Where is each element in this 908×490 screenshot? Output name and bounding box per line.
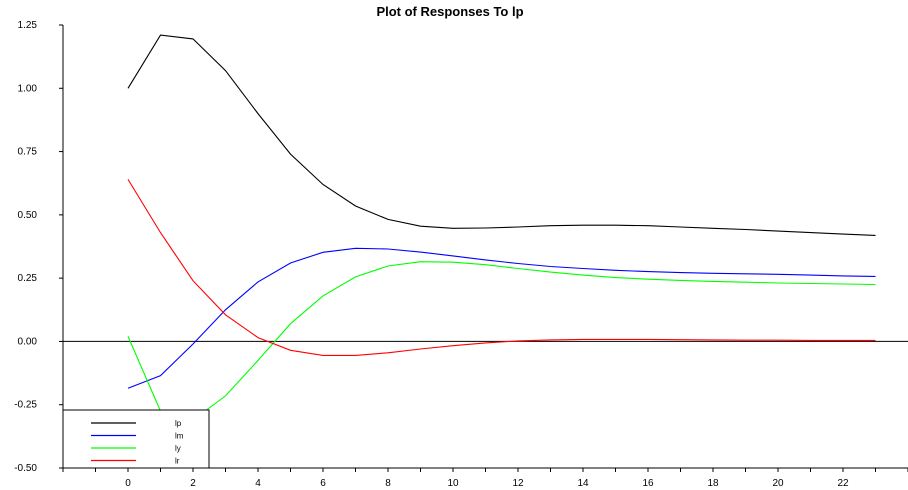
legend-label-lp: lp: [175, 419, 182, 428]
series-line-lr: [127, 179, 876, 356]
x-tick-label: 6: [320, 478, 326, 489]
legend-box: [62, 409, 210, 469]
x-tick-label: 16: [642, 478, 654, 489]
x-tick-label: 10: [447, 478, 459, 489]
y-tick-label: -0.25: [14, 400, 37, 411]
x-tick-label: 12: [512, 478, 524, 489]
legend-label-ly: ly: [175, 444, 181, 453]
x-tick-label: 4: [255, 478, 261, 489]
series-line-lp: [127, 34, 876, 236]
legend-label-lr: lr: [175, 457, 180, 466]
series-line-ly: [127, 261, 876, 421]
y-tick-label: 0.00: [18, 336, 38, 347]
x-tick-label: 0: [125, 478, 131, 489]
series-layer: [127, 34, 876, 421]
x-tick-label: 8: [385, 478, 391, 489]
y-tick-label: 1.00: [18, 83, 38, 94]
x-tick-label: 20: [772, 478, 784, 489]
x-tick-label: 22: [837, 478, 849, 489]
series-line-lm: [127, 247, 876, 389]
legend: lp lm ly lr: [62, 409, 210, 469]
y-tick-label: 1.25: [18, 20, 38, 31]
chart-title: Plot of Responses To lp: [376, 4, 523, 19]
x-tick-label: 2: [190, 478, 196, 489]
legend-label-lm: lm: [175, 432, 184, 441]
y-tick-label: 0.75: [18, 147, 38, 158]
y-tick-label: 0.25: [18, 273, 38, 284]
y-tick-label: -0.50: [14, 463, 37, 474]
x-tick-label: 14: [577, 478, 589, 489]
y-tick-label: 0.50: [18, 210, 38, 221]
x-tick-label: 18: [707, 478, 719, 489]
